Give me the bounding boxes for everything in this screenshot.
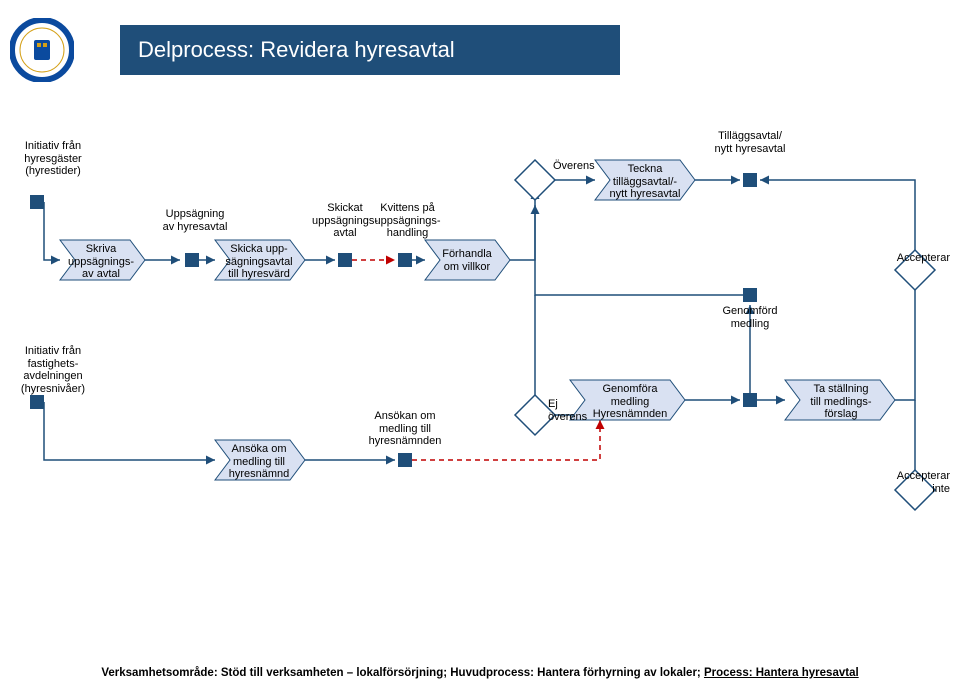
label-arrow-m: Ta ställningtill medlings-förslag [792,383,890,421]
label-event-h: Tilläggsavtal/nytt hyresavtal [700,130,800,155]
label-start2: Initiativ frånfastighets-avdelningen(hyr… [8,345,98,396]
start-event-1 [30,195,44,209]
event-between-lm [743,393,757,407]
label-arrow-l: GenomföramedlingHyresnämnden [580,383,680,421]
event-genomford-medling [743,288,757,302]
footer-link: Process: Hantera hyresavtal [704,667,859,679]
footer-pre: Verksamhetsområde: Stöd till verksamhete… [101,667,704,679]
label-start1: Initiativ frånhyresgäster(hyrestider) [8,140,98,178]
decision-overens [515,160,555,200]
label-accepterar-inte: Accepterarinte [880,470,950,495]
label-arrow-c: Skicka upp-sägningsavtaltill hyresvärd [218,243,300,281]
label-event-k: Ansökan ommedling tillhyresnämnden [355,410,455,448]
label-accepterar: Accepterar [880,252,950,265]
footer-breadcrumb: Verksamhetsområde: Stöd till verksamhete… [0,667,960,679]
event-ansokan [398,453,412,467]
event-tillaggsavtal [743,173,757,187]
label-arrow-j: Ansöka ommedling tillhyresnämnd [218,443,300,481]
label-arrow-g: Tecknatilläggsavtal/-nytt hyresavtal [600,163,690,201]
label-arrow-a: Skrivauppsägnings-av avtal [62,243,140,281]
label-event-b: Uppsägningav hyresavtal [150,208,240,233]
event-skickat [338,253,352,267]
event-kvittens [398,253,412,267]
label-event-e: Kvittens påuppsägnings-handling [365,202,450,240]
event-uppsagning [185,253,199,267]
start-event-2 [30,395,44,409]
flowchart-canvas [0,0,960,691]
label-arrow-f: Förhandlaom villkor [432,248,502,273]
label-event-i: Genomfördmedling [700,305,800,330]
